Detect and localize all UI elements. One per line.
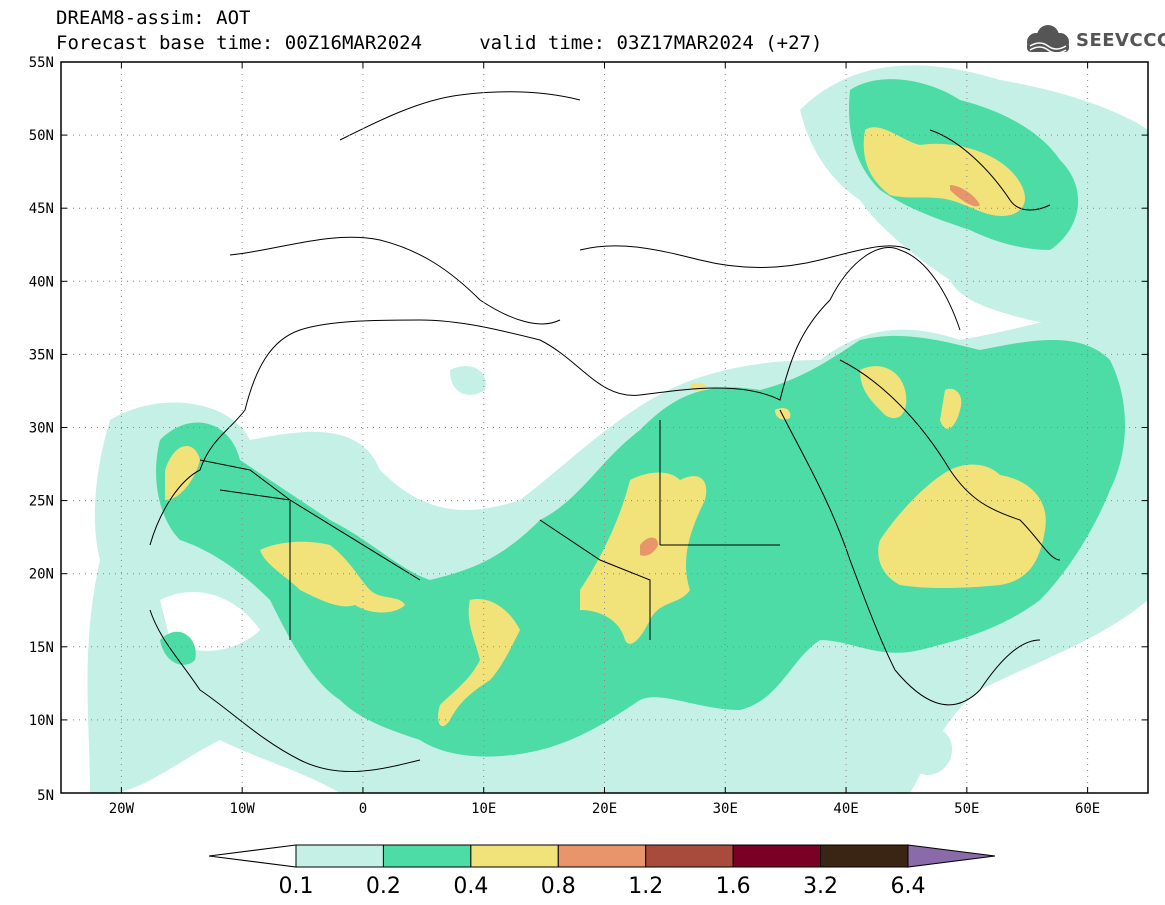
cloud-logo-icon [1027,25,1069,54]
colorbar-segment [470,844,559,868]
colorbar-segment [820,844,909,868]
lon-tick-label: 20E [592,801,617,817]
lon-tick-label: 60E [1075,801,1100,817]
colorbar-level-label: 3.2 [803,874,838,899]
lat-tick-label: 35N [29,347,54,363]
forecast-time-line: Forecast base time: 00Z16MAR2024 valid t… [56,32,823,54]
lat-tick-label-5n: 5N [37,788,54,804]
lat-tick-label: 20N [29,567,54,583]
lat-tick-label: 25N [29,494,54,510]
lat-tick-label: 30N [29,421,54,437]
lon-tick-label: 10E [471,801,496,817]
lon-tick-label: 50E [954,801,979,817]
colorbar-segment [382,844,472,868]
colorbar-level-label: 1.6 [716,874,751,899]
lat-tick-label: 10N [29,713,54,729]
latitude-ticks: 55N 50N 45N 40N 35N 30N 25N 20N 15N 10N [29,55,1148,729]
lon-tick-label: 0 [359,801,367,817]
seevccc-logo-text: SEEVCCC [1076,30,1165,51]
colorbar-level-label: 0.2 [366,874,401,899]
lon-tick-label: 20W [109,801,135,817]
colorbar-segment [732,844,822,868]
longitude-ticks: 20W 10W 0 10E 20E 30E 40E 50E 60E [109,62,1100,817]
colorbar-segment [295,844,384,868]
aot-field-high [165,127,1046,727]
lon-tick-label: 10W [230,801,256,817]
lat-tick-label: 45N [29,201,54,217]
lon-tick-label: 30E [713,801,738,817]
colorbar-segment [557,844,647,868]
colorbar-segment [645,844,734,868]
colorbar-level-label: 0.4 [453,874,488,899]
colorbar-level-label: 1.2 [628,874,663,899]
lat-tick-label: 15N [29,640,54,656]
colorbar-segment [208,844,297,868]
aot-field-very-high [640,185,980,556]
lat-tick-label: 50N [29,128,54,144]
colorbar-level-label: 0.1 [279,874,314,899]
lat-tick-label: 55N [29,55,54,71]
map-title: DREAM8-assim: AOT [56,7,251,29]
coastlines [149,91,1061,773]
colorbar-segment [907,844,996,868]
lat-tick-label: 40N [29,274,54,290]
colorbar: 0.1 0.2 0.4 0.8 1.2 1.6 3.2 6.4 [208,844,996,899]
lon-tick-label: 40E [833,801,858,817]
colorbar-level-label: 6.4 [891,874,926,899]
colorbar-level-label: 0.8 [541,874,576,899]
